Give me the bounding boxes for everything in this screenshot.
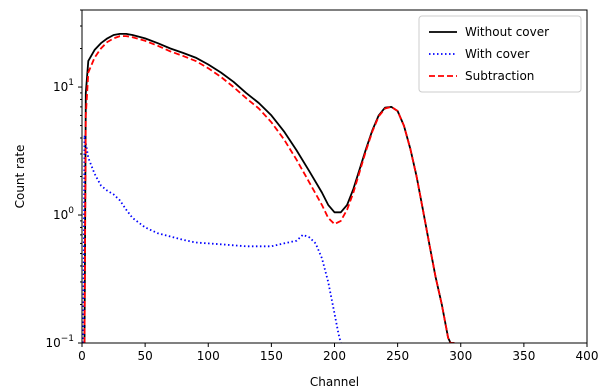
legend-label: Subtraction: [465, 69, 534, 83]
x-tick-label: 250: [386, 349, 409, 363]
x-tick-label: 150: [260, 349, 283, 363]
y-tick-label: 10−1: [45, 334, 74, 350]
y-axis: 10−1 100 101: [45, 9, 82, 350]
x-tick-label: 200: [323, 349, 346, 363]
x-tick-label: 300: [449, 349, 472, 363]
series-layer: [82, 33, 455, 343]
x-tick-label: 50: [137, 349, 152, 363]
series-line-with-cover: [82, 134, 342, 343]
y-axis-label: Count rate: [13, 145, 27, 209]
series-line-without-cover: [83, 33, 455, 343]
x-axis-label: Channel: [310, 375, 359, 389]
legend-label: Without cover: [465, 25, 549, 39]
legend-label: With cover: [465, 47, 529, 61]
x-tick-label: 400: [576, 349, 599, 363]
x-axis: 0 50 100 150 200 250 300 350 400: [78, 343, 598, 363]
y-tick-label: 101: [53, 78, 74, 94]
x-tick-label: 0: [78, 349, 86, 363]
series-line-subtraction: [83, 35, 455, 343]
x-tick-label: 350: [512, 349, 535, 363]
x-tick-label: 100: [197, 349, 220, 363]
y-tick-label: 100: [53, 206, 74, 222]
legend: Without cover With cover Subtraction: [418, 15, 582, 93]
legend-box: [418, 15, 582, 93]
